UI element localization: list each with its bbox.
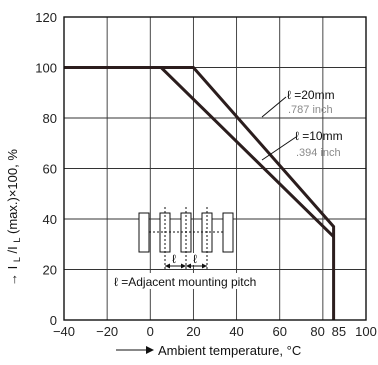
y-axis-title: → I L /I L (max.)×100, % [5,149,23,286]
pitch-arrowhead-2 [181,263,186,269]
pitch-label-2: ℓ [193,252,197,266]
pitch-label-bg-2 [191,253,202,265]
x-axis-title: Ambient temperature, °C [116,343,301,358]
curve-annotations: ℓ =20mm .787 inch ℓ =10mm .394 inch [261,88,343,161]
annotation-20mm: ℓ =20mm [287,88,335,102]
annotation-10mm: ℓ =10mm [295,129,343,143]
x-tick-label: −20 [96,324,118,339]
pitch-caption-bg [112,273,274,289]
pitch-arrowhead-3 [186,263,191,269]
y-tick-label: 40 [43,212,57,227]
x-tick-label: −40 [53,324,75,339]
x-tick-label: 100 [355,324,377,339]
x-axis-title-text: Ambient temperature, °C [158,343,301,358]
annotation-10mm-inch: .394 inch [296,147,341,159]
y-axis-title-mid: /I [5,246,20,253]
y-tick-label: 100 [35,61,57,76]
board-outline-5 [222,212,234,253]
x-axis-title-arrowhead [146,346,154,354]
x-tick-label: 85 [332,324,346,339]
pitch-arrowhead-1 [165,263,170,269]
x-tick-label: 80 [310,324,324,339]
x-tick-label: 40 [229,324,243,339]
board-outline-1 [138,212,150,253]
x-tick-label: 0 [147,324,154,339]
y-tick-label: 80 [43,111,57,126]
curves [64,66,336,320]
pitch-label-bg-1 [170,253,181,265]
pitch-caption: ℓ =Adjacent mounting pitch [114,275,256,289]
leader-line-10mm [261,136,297,161]
x-tick-label: 60 [272,324,286,339]
y-axis-title-tail: (max.)×100, % [5,149,20,234]
y-axis-title-sub1: L [12,257,22,262]
mounting-pitch-diagram: ℓ ℓ ℓ =Adjacent mounting pitch [112,207,274,289]
y-axis-title-sub2: L [12,238,22,243]
leader-line-20mm [261,96,287,118]
y-tick-label: 20 [43,263,57,278]
pitch-arrowhead-4 [202,263,207,269]
y-tick-label: 60 [43,162,57,177]
svg-text:→ I L /I: → I L /I L (max.)×100, % [5,149,23,286]
y-axis-title-i: I [5,266,20,270]
pitch-label-1: ℓ [172,252,176,266]
y-tick-label: 120 [35,10,57,25]
y-tick-label: 0 [50,313,57,328]
tick-labels: −40 −20 0 20 40 60 80 85 100 0 20 40 60 80 100 120 [35,10,377,339]
x-tick-label: 20 [186,324,200,339]
plot-frame [63,16,367,321]
annotation-20mm-inch: .787 inch [288,104,333,116]
series-line-2 [64,66,335,238]
y-axis-title-arrow: → [5,269,20,286]
